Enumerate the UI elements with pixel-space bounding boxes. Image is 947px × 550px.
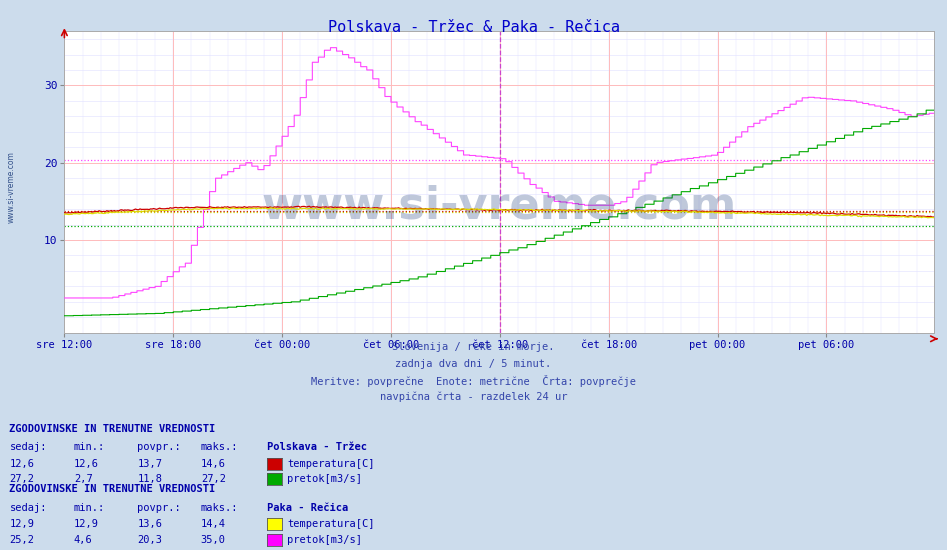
Text: 14,4: 14,4 [201, 519, 225, 530]
Text: www.si-vreme.com: www.si-vreme.com [7, 151, 16, 223]
Text: maks.:: maks.: [201, 442, 239, 453]
Text: 12,6: 12,6 [9, 459, 34, 469]
Text: navpična črta - razdelek 24 ur: navpična črta - razdelek 24 ur [380, 392, 567, 402]
Text: 27,2: 27,2 [201, 474, 225, 485]
Text: temperatura[C]: temperatura[C] [287, 459, 374, 469]
Text: zadnja dva dni / 5 minut.: zadnja dva dni / 5 minut. [396, 359, 551, 369]
Text: Polskava - Tržec: Polskava - Tržec [267, 442, 367, 453]
Text: pretok[m3/s]: pretok[m3/s] [287, 474, 362, 485]
Text: Polskava - Tržec & Paka - Rečica: Polskava - Tržec & Paka - Rečica [328, 20, 619, 35]
Text: maks.:: maks.: [201, 503, 239, 513]
Text: 14,6: 14,6 [201, 459, 225, 469]
Text: 12,6: 12,6 [74, 459, 98, 469]
Text: 2,7: 2,7 [74, 474, 93, 485]
Text: povpr.:: povpr.: [137, 503, 181, 513]
Text: 11,8: 11,8 [137, 474, 162, 485]
Text: Slovenija / reke in morje.: Slovenija / reke in morje. [392, 342, 555, 352]
Text: pretok[m3/s]: pretok[m3/s] [287, 535, 362, 545]
Text: 4,6: 4,6 [74, 535, 93, 545]
Text: povpr.:: povpr.: [137, 442, 181, 453]
Text: 12,9: 12,9 [9, 519, 34, 530]
Text: 35,0: 35,0 [201, 535, 225, 545]
Text: sedaj:: sedaj: [9, 503, 47, 513]
Text: ZGODOVINSKE IN TRENUTNE VREDNOSTI: ZGODOVINSKE IN TRENUTNE VREDNOSTI [9, 424, 216, 434]
Text: ZGODOVINSKE IN TRENUTNE VREDNOSTI: ZGODOVINSKE IN TRENUTNE VREDNOSTI [9, 484, 216, 494]
Text: 25,2: 25,2 [9, 535, 34, 545]
Text: min.:: min.: [74, 442, 105, 453]
Text: temperatura[C]: temperatura[C] [287, 519, 374, 530]
Text: 13,7: 13,7 [137, 459, 162, 469]
Text: 27,2: 27,2 [9, 474, 34, 485]
Text: sedaj:: sedaj: [9, 442, 47, 453]
Text: www.si-vreme.com: www.si-vreme.com [261, 185, 737, 228]
Text: 13,6: 13,6 [137, 519, 162, 530]
Text: Paka - Rečica: Paka - Rečica [267, 503, 348, 513]
Text: 20,3: 20,3 [137, 535, 162, 545]
Text: 12,9: 12,9 [74, 519, 98, 530]
Text: min.:: min.: [74, 503, 105, 513]
Text: Meritve: povprečne  Enote: metrične  Črta: povprečje: Meritve: povprečne Enote: metrične Črta:… [311, 375, 636, 387]
